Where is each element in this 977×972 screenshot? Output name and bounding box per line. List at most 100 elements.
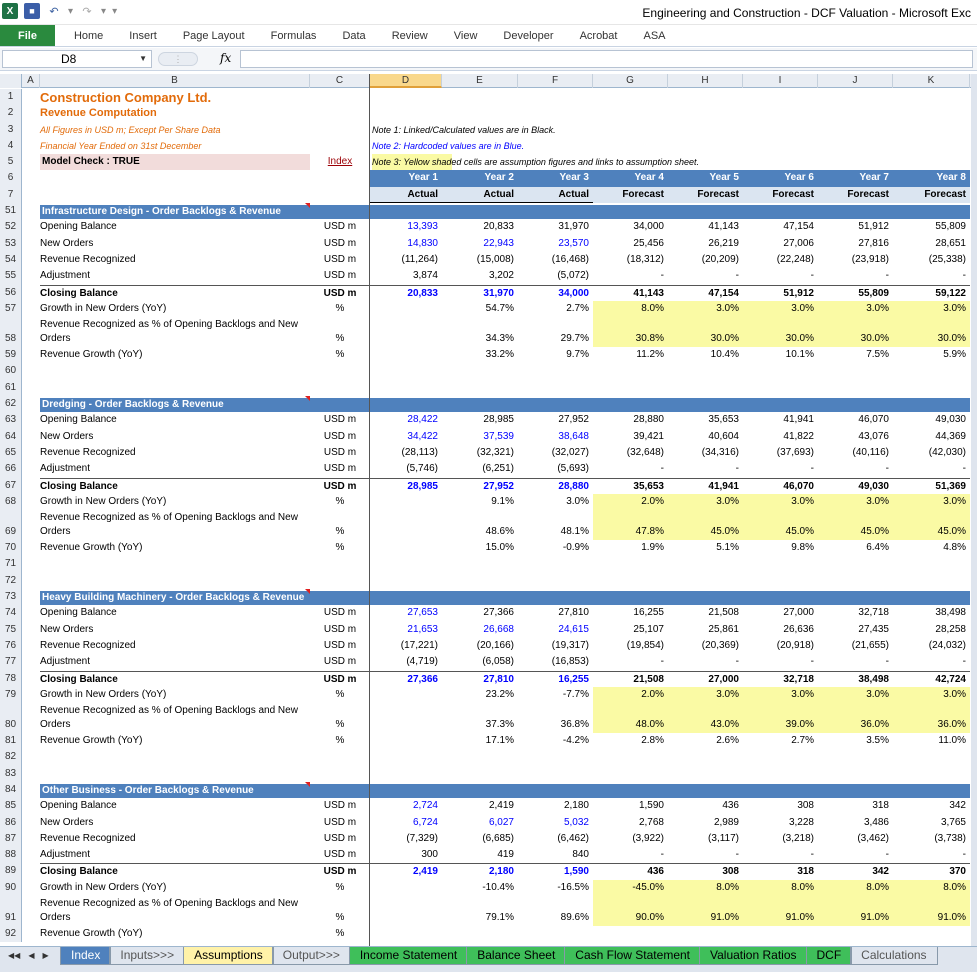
data-cell[interactable]: 25,861	[708, 623, 739, 635]
data-cell[interactable]: 10.4%	[710, 349, 739, 361]
data-cell[interactable]: 308	[797, 800, 814, 812]
column-header-c[interactable]: C	[310, 74, 370, 88]
tab-home[interactable]: Home	[73, 29, 104, 42]
insert-function-icon[interactable]: fx	[220, 51, 232, 65]
data-cell[interactable]	[370, 494, 442, 510]
data-cell[interactable]: 7.5%	[866, 349, 889, 361]
data-cell[interactable]: (19,854)	[626, 639, 664, 651]
data-cell[interactable]: (25,338)	[928, 253, 966, 265]
data-cell[interactable]: 3.0%	[668, 300, 743, 318]
data-cell[interactable]	[370, 347, 442, 363]
data-cell[interactable]: 32,718	[743, 670, 818, 687]
column-header-a[interactable]: A	[22, 74, 40, 88]
data-cell[interactable]: -16.5%	[557, 881, 589, 893]
data-cell[interactable]	[370, 896, 442, 926]
chevron-down-icon[interactable]: ▼	[139, 54, 147, 63]
data-cell[interactable]: 5,032	[563, 816, 589, 828]
data-cell[interactable]: -	[962, 270, 966, 282]
data-cell[interactable]	[518, 926, 593, 942]
data-cell[interactable]: 49,030	[935, 414, 966, 426]
data-cell[interactable]: 91.0%	[668, 896, 743, 927]
row-number[interactable]: 92	[0, 926, 22, 943]
data-cell[interactable]: 49,030	[818, 477, 893, 494]
data-cell[interactable]: 23,570	[558, 237, 589, 249]
data-cell[interactable]: 47.8%	[593, 510, 668, 541]
data-cell[interactable]: 55,809	[935, 221, 966, 233]
row-number[interactable]: 64	[0, 428, 22, 445]
row-number[interactable]: 83	[0, 765, 22, 782]
data-cell[interactable]: (3,117)	[708, 832, 739, 844]
data-cell[interactable]: 3.0%	[566, 495, 589, 507]
data-cell[interactable]: -	[885, 849, 889, 861]
data-cell[interactable]: 8.0%	[818, 879, 893, 897]
data-cell[interactable]: 3.0%	[818, 686, 893, 704]
data-cell[interactable]: 16,255	[518, 670, 593, 687]
column-header-k[interactable]: K	[893, 74, 970, 88]
data-cell[interactable]: 31,970	[442, 284, 518, 301]
data-cell[interactable]: 27,435	[858, 623, 889, 635]
column-header-j[interactable]: J	[818, 74, 893, 88]
data-cell[interactable]: 48.6%	[485, 526, 514, 538]
data-cell[interactable]: 27,000	[668, 670, 743, 687]
data-cell[interactable]: 8.0%	[893, 879, 970, 897]
data-cell[interactable]: 342	[818, 863, 893, 879]
data-cell[interactable]: (34,316)	[701, 446, 739, 458]
data-cell[interactable]: -	[810, 463, 814, 475]
undo-dropdown-icon[interactable]: ▾	[68, 5, 74, 17]
data-cell[interactable]: 3.0%	[668, 686, 743, 704]
data-cell[interactable]: 79.1%	[485, 912, 514, 924]
data-cell[interactable]: 2.7%	[566, 302, 589, 314]
data-cell[interactable]: (19,317)	[551, 639, 589, 651]
data-cell[interactable]: 3.0%	[743, 493, 818, 511]
data-cell[interactable]: 20,833	[370, 284, 442, 301]
row-number[interactable]: 52	[0, 219, 22, 236]
data-cell[interactable]: 8.0%	[668, 879, 743, 897]
data-cell[interactable]: 28,258	[935, 623, 966, 635]
data-cell[interactable]: 29.7%	[560, 333, 589, 345]
row-number[interactable]: 86	[0, 814, 22, 831]
data-cell[interactable]: 4.8%	[943, 542, 966, 554]
data-cell[interactable]: 90.0%	[593, 896, 668, 927]
row-number[interactable]: 89	[0, 863, 22, 880]
data-cell[interactable]: (3,218)	[782, 832, 814, 844]
data-cell[interactable]: (22,248)	[776, 253, 814, 265]
data-cell[interactable]: -	[660, 656, 664, 668]
data-cell[interactable]: 2.6%	[716, 735, 739, 747]
data-cell[interactable]: 28,985	[370, 477, 442, 494]
data-cell[interactable]: -	[735, 463, 739, 475]
data-cell[interactable]: 3,874	[412, 270, 438, 282]
data-cell[interactable]: 25,456	[633, 237, 664, 249]
data-cell[interactable]: 21,653	[407, 623, 438, 635]
data-cell[interactable]: 28,985	[483, 414, 514, 426]
data-cell[interactable]: 22,943	[483, 237, 514, 249]
row-number[interactable]: 4	[0, 137, 22, 155]
data-cell[interactable]: 8.0%	[743, 879, 818, 897]
data-cell[interactable]: 51,912	[743, 284, 818, 301]
data-cell[interactable]: 54.7%	[485, 302, 514, 314]
data-cell[interactable]: -45.0%	[593, 879, 668, 897]
column-header-g[interactable]: G	[593, 74, 668, 88]
data-cell[interactable]: 38,498	[818, 670, 893, 687]
data-cell[interactable]: -	[735, 270, 739, 282]
data-cell[interactable]: 2,180	[563, 800, 589, 812]
data-cell[interactable]: 840	[572, 849, 589, 861]
data-cell[interactable]: 419	[497, 849, 514, 861]
data-cell[interactable]: (40,116)	[852, 446, 889, 458]
sheet-tab-cash-flow-statement[interactable]: Cash Flow Statement	[564, 947, 701, 965]
excel-logo-icon[interactable]: X	[2, 3, 18, 19]
row-number[interactable]: 81	[0, 733, 22, 750]
data-cell[interactable]: 26,219	[708, 237, 739, 249]
data-cell[interactable]: 3,202	[488, 270, 514, 282]
data-cell[interactable]: 11.0%	[938, 735, 966, 747]
data-cell[interactable]: 31,970	[558, 221, 589, 233]
data-cell[interactable]: 6.4%	[866, 542, 889, 554]
tab-developer[interactable]: Developer	[503, 29, 554, 42]
data-cell[interactable]: 17.1%	[485, 735, 514, 747]
data-cell[interactable]: 3.0%	[818, 300, 893, 318]
data-cell[interactable]: 9.8%	[791, 542, 814, 554]
data-cell[interactable]: 25,107	[633, 623, 664, 635]
row-number[interactable]: 76	[0, 637, 22, 655]
data-cell[interactable]: 41,822	[783, 430, 814, 442]
prev-sheet-icon[interactable]: ◀	[28, 951, 35, 960]
row-number[interactable]: 6	[0, 170, 22, 187]
